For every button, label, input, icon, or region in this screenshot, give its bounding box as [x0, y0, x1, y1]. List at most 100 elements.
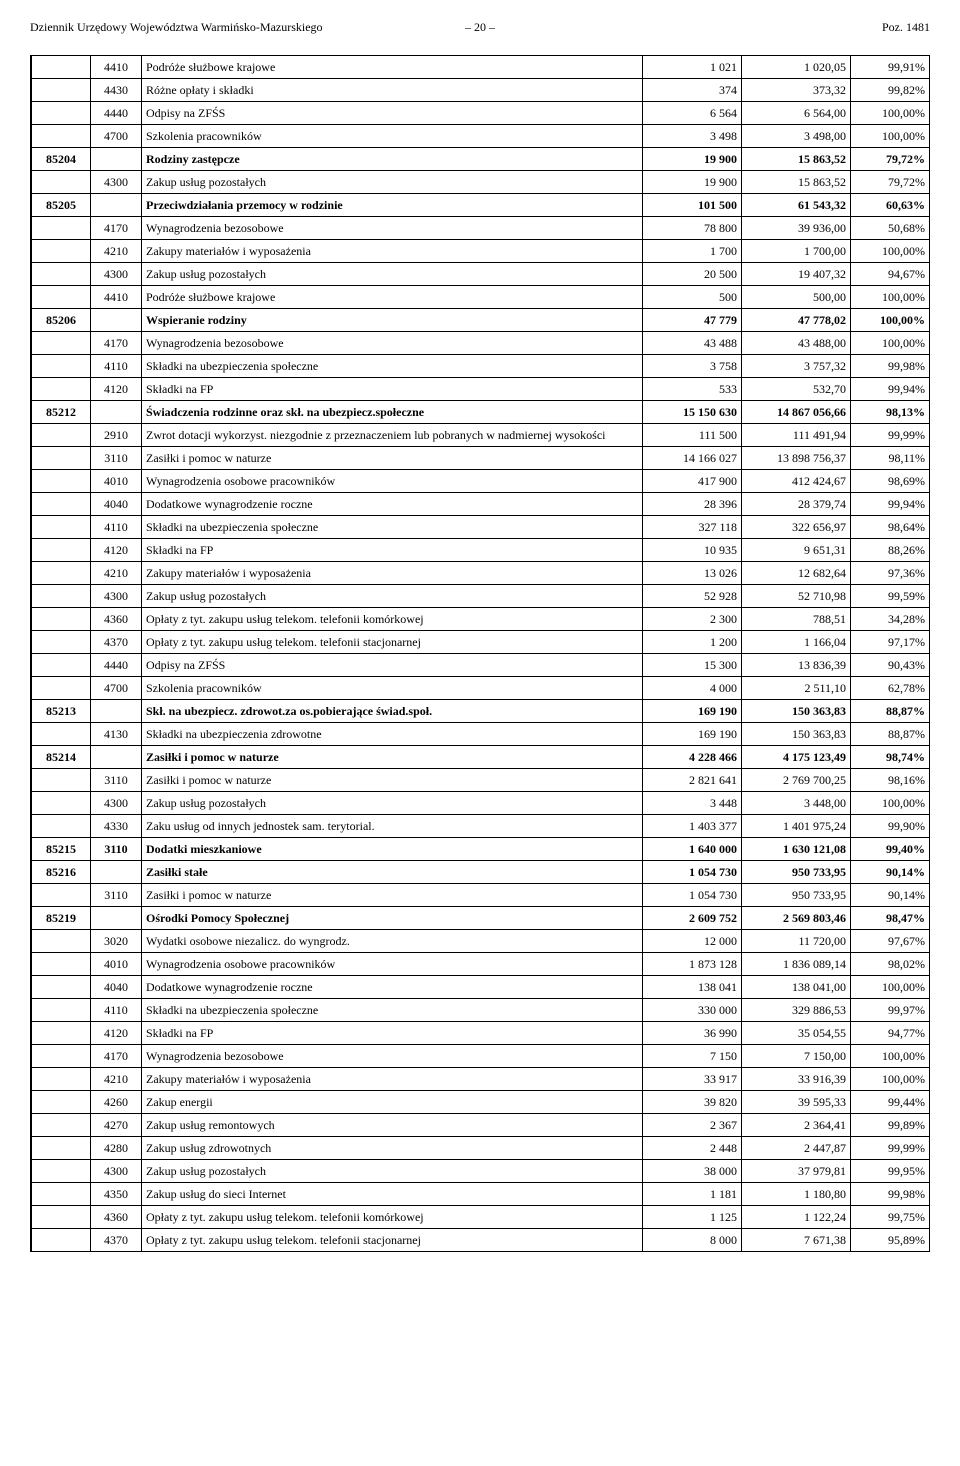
table-row: 3110Zasiłki i pomoc w naturze2 821 6412 … — [31, 769, 930, 792]
description: Zakup usług pozostałych — [142, 585, 643, 608]
table-row: 4210Zakupy materiałów i wyposażenia13 02… — [31, 562, 930, 585]
table-row: 3110Zasiłki i pomoc w naturze14 166 0271… — [31, 447, 930, 470]
percent-value: 98,11% — [851, 447, 930, 470]
paragraph-code: 4110 — [91, 516, 142, 539]
plan-value: 19 900 — [643, 171, 742, 194]
percent-value: 88,87% — [851, 700, 930, 723]
execution-value: 4 175 123,49 — [742, 746, 851, 769]
plan-value: 14 166 027 — [643, 447, 742, 470]
percent-value: 99,98% — [851, 1183, 930, 1206]
execution-value: 329 886,53 — [742, 999, 851, 1022]
description: Zwrot dotacji wykorzyst. niezgodnie z pr… — [142, 424, 643, 447]
paragraph-code: 4170 — [91, 1045, 142, 1068]
description: Zakup usług pozostałych — [142, 1160, 643, 1183]
paragraph-code: 2910 — [91, 424, 142, 447]
description: Zakupy materiałów i wyposażenia — [142, 1068, 643, 1091]
description: Zakup usług do sieci Internet — [142, 1183, 643, 1206]
percent-value: 99,40% — [851, 838, 930, 861]
percent-value: 98,74% — [851, 746, 930, 769]
description: Odpisy na ZFŚS — [142, 654, 643, 677]
plan-value: 52 928 — [643, 585, 742, 608]
execution-value: 13 836,39 — [742, 654, 851, 677]
paragraph-code: 4300 — [91, 263, 142, 286]
table-row: 4330Zaku usług od innych jednostek sam. … — [31, 815, 930, 838]
percent-value: 98,13% — [851, 401, 930, 424]
plan-value: 1 181 — [643, 1183, 742, 1206]
percent-value: 100,00% — [851, 125, 930, 148]
section-code — [31, 263, 91, 286]
description: Zakup usług pozostałych — [142, 792, 643, 815]
section-code — [31, 1022, 91, 1045]
description: Składki na FP — [142, 539, 643, 562]
percent-value: 100,00% — [851, 976, 930, 999]
description: Opłaty z tyt. zakupu usług telekom. tele… — [142, 1206, 643, 1229]
plan-value: 533 — [643, 378, 742, 401]
plan-value: 15 150 630 — [643, 401, 742, 424]
percent-value: 62,78% — [851, 677, 930, 700]
description: Odpisy na ZFŚS — [142, 102, 643, 125]
execution-value: 61 543,32 — [742, 194, 851, 217]
section-code: 85205 — [31, 194, 91, 217]
paragraph-code: 4440 — [91, 102, 142, 125]
section-code — [31, 815, 91, 838]
paragraph-code: 4330 — [91, 815, 142, 838]
section-code — [31, 447, 91, 470]
execution-value: 39 936,00 — [742, 217, 851, 240]
paragraph-code: 4440 — [91, 654, 142, 677]
table-row: 4270Zakup usług remontowych2 3672 364,41… — [31, 1114, 930, 1137]
section-code: 85212 — [31, 401, 91, 424]
percent-value: 98,16% — [851, 769, 930, 792]
table-row: 4170Wynagrodzenia bezosobowe43 48843 488… — [31, 332, 930, 355]
description: Zakup usług zdrowotnych — [142, 1137, 643, 1160]
plan-value: 2 367 — [643, 1114, 742, 1137]
percent-value: 88,26% — [851, 539, 930, 562]
execution-value: 322 656,97 — [742, 516, 851, 539]
section-code — [31, 355, 91, 378]
section-code — [31, 769, 91, 792]
execution-value: 7 150,00 — [742, 1045, 851, 1068]
paragraph-code: 3110 — [91, 769, 142, 792]
table-row: 4110Składki na ubezpieczenia społeczne32… — [31, 516, 930, 539]
percent-value: 34,28% — [851, 608, 930, 631]
description: Wynagrodzenia bezosobowe — [142, 217, 643, 240]
section-code — [31, 102, 91, 125]
percent-value: 100,00% — [851, 1068, 930, 1091]
percent-value: 100,00% — [851, 309, 930, 332]
paragraph-code — [91, 148, 142, 171]
table-row: 4130Składki na ubezpieczenia zdrowotne16… — [31, 723, 930, 746]
paragraph-code: 4350 — [91, 1183, 142, 1206]
execution-value: 1 401 975,24 — [742, 815, 851, 838]
description: Zasiłki i pomoc w naturze — [142, 447, 643, 470]
plan-value: 500 — [643, 286, 742, 309]
description: Składki na ubezpieczenia zdrowotne — [142, 723, 643, 746]
execution-value: 39 595,33 — [742, 1091, 851, 1114]
paragraph-code: 4280 — [91, 1137, 142, 1160]
execution-value: 7 671,38 — [742, 1229, 851, 1252]
execution-value: 14 867 056,66 — [742, 401, 851, 424]
paragraph-code — [91, 194, 142, 217]
execution-value: 6 564,00 — [742, 102, 851, 125]
paragraph-code: 4010 — [91, 470, 142, 493]
percent-value: 90,43% — [851, 654, 930, 677]
plan-value: 330 000 — [643, 999, 742, 1022]
execution-value: 12 682,64 — [742, 562, 851, 585]
percent-value: 97,17% — [851, 631, 930, 654]
section-code: 85215 — [31, 838, 91, 861]
percent-value: 98,69% — [851, 470, 930, 493]
plan-value: 15 300 — [643, 654, 742, 677]
plan-value: 4 000 — [643, 677, 742, 700]
section-code — [31, 792, 91, 815]
execution-value: 47 778,02 — [742, 309, 851, 332]
plan-value: 1 200 — [643, 631, 742, 654]
table-row: 85216Zasiłki stałe1 054 730950 733,9590,… — [31, 861, 930, 884]
table-row: 4210Zakupy materiałów i wyposażenia1 700… — [31, 240, 930, 263]
percent-value: 79,72% — [851, 171, 930, 194]
section-code — [31, 1160, 91, 1183]
plan-value: 3 758 — [643, 355, 742, 378]
section-code — [31, 332, 91, 355]
description: Opłaty z tyt. zakupu usług telekom. tele… — [142, 1229, 643, 1252]
paragraph-code — [91, 861, 142, 884]
execution-value: 28 379,74 — [742, 493, 851, 516]
description: Wynagrodzenia bezosobowe — [142, 332, 643, 355]
table-row: 85213Skł. na ubezpiecz. zdrowot.za os.po… — [31, 700, 930, 723]
